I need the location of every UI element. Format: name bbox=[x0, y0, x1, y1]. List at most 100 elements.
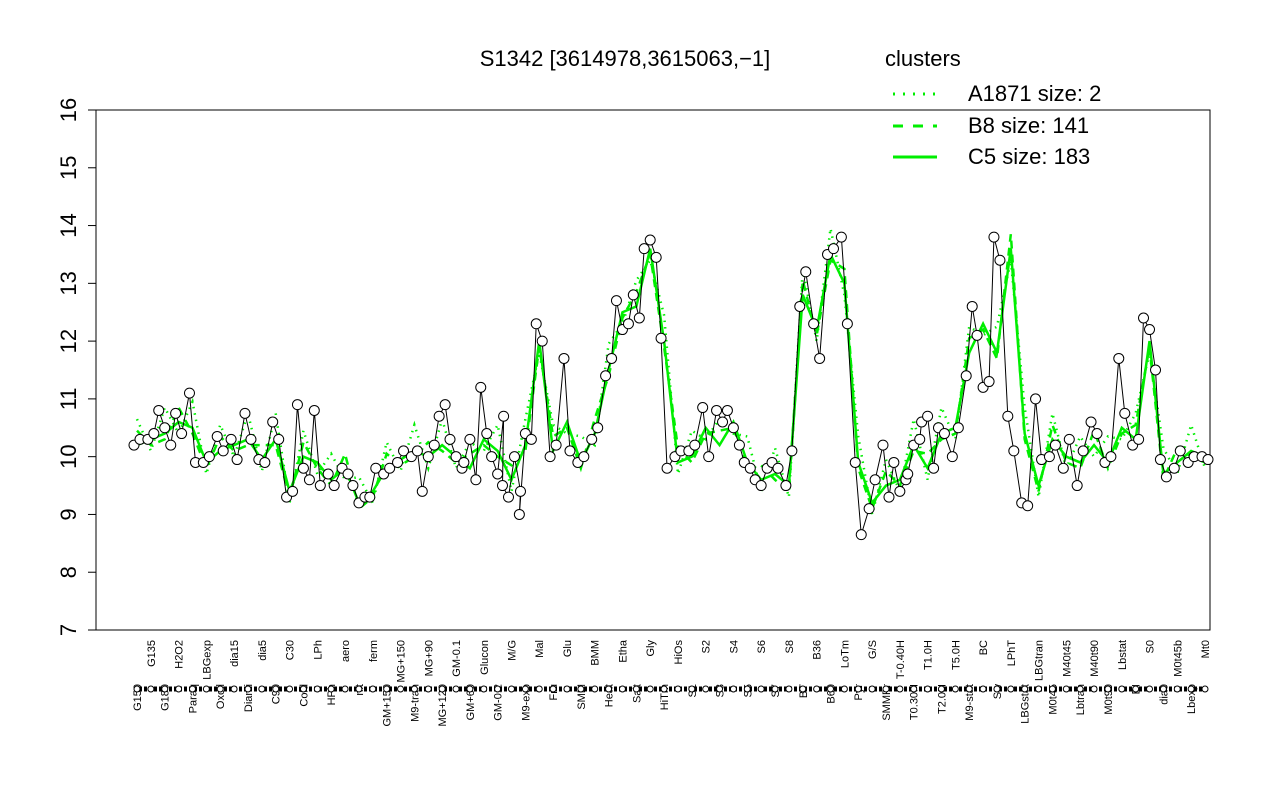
rug-marker bbox=[813, 685, 821, 693]
x-tick-label: S2 bbox=[701, 640, 713, 653]
x-tick-label: M/G bbox=[506, 640, 518, 661]
rug-marker bbox=[147, 685, 155, 693]
data-point bbox=[328, 480, 340, 492]
data-point bbox=[525, 433, 537, 445]
rug-marker bbox=[993, 685, 1001, 693]
rug-marker bbox=[618, 685, 626, 693]
rug-marker bbox=[1187, 685, 1195, 693]
data-point bbox=[231, 454, 243, 466]
rug-marker bbox=[1159, 685, 1167, 693]
data-point bbox=[849, 456, 861, 468]
data-point bbox=[606, 352, 618, 364]
data-point bbox=[217, 445, 229, 457]
data-point bbox=[513, 508, 525, 520]
data-point bbox=[835, 231, 847, 243]
legend-entry-b8: B8 size: 141 bbox=[968, 113, 1089, 138]
x-tick-label: LBGtran bbox=[1034, 640, 1046, 681]
legend: clusters A1871 size: 2 B8 size: 141 C5 s… bbox=[885, 46, 1101, 169]
rug-marker bbox=[716, 685, 724, 693]
data-point bbox=[1119, 407, 1131, 419]
data-point bbox=[1113, 352, 1125, 364]
data-point bbox=[364, 491, 376, 503]
x-tick-label: Glu bbox=[562, 640, 574, 657]
data-point bbox=[855, 529, 867, 541]
rug-marker bbox=[313, 685, 321, 693]
rug-marker bbox=[480, 685, 488, 693]
data-point bbox=[370, 462, 382, 474]
x-tick-label: LBGstat bbox=[1020, 684, 1032, 724]
x-tick-label: GM-0.2 bbox=[493, 684, 505, 721]
data-point bbox=[530, 318, 542, 330]
rug-marker bbox=[1173, 685, 1181, 693]
data-point bbox=[475, 381, 487, 393]
rug-marker bbox=[1076, 685, 1084, 693]
data-point bbox=[1085, 416, 1097, 428]
data-point bbox=[1174, 445, 1186, 457]
rug-marker bbox=[341, 685, 349, 693]
x-tick-label: H2O2 bbox=[174, 640, 186, 669]
data-point bbox=[273, 433, 285, 445]
data-point bbox=[988, 231, 1000, 243]
x-tick-label: Lbstat bbox=[1117, 640, 1129, 670]
data-point bbox=[689, 439, 701, 451]
rug-marker bbox=[729, 685, 737, 693]
rug-marker bbox=[1146, 685, 1154, 693]
rug-marker bbox=[507, 685, 515, 693]
data-point bbox=[780, 480, 792, 492]
data-point bbox=[721, 404, 733, 416]
cluster-lines bbox=[135, 228, 1207, 515]
rug-marker bbox=[494, 685, 502, 693]
rug-marker bbox=[272, 685, 280, 693]
data-point bbox=[291, 399, 303, 411]
rug-marker bbox=[924, 685, 932, 693]
rug-marker bbox=[452, 685, 460, 693]
data-point bbox=[148, 428, 160, 440]
x-tick-label: G/S bbox=[867, 640, 879, 659]
x-axis-rug bbox=[133, 685, 1209, 693]
x-tick-label: LBGexp bbox=[201, 640, 213, 680]
data-points bbox=[128, 231, 1214, 541]
rug-marker bbox=[702, 685, 710, 693]
data-point bbox=[1138, 312, 1150, 324]
rug-marker bbox=[827, 685, 835, 693]
data-point bbox=[922, 410, 934, 422]
legend-entry-c5: C5 size: 183 bbox=[968, 144, 1090, 169]
y-tick-label: 7 bbox=[56, 624, 81, 636]
data-point bbox=[772, 462, 784, 474]
data-point bbox=[492, 468, 504, 480]
data-point bbox=[1063, 433, 1075, 445]
data-point bbox=[444, 433, 456, 445]
data-point bbox=[558, 352, 570, 364]
data-point bbox=[744, 462, 756, 474]
data-point bbox=[428, 439, 440, 451]
rug-marker bbox=[1201, 685, 1209, 693]
legend-entry-a1871: A1871 size: 2 bbox=[968, 81, 1101, 106]
rug-marker bbox=[327, 685, 335, 693]
data-point bbox=[644, 234, 656, 246]
data-point bbox=[392, 456, 404, 468]
x-tick-label: Etha bbox=[617, 639, 629, 663]
y-tick-label: 15 bbox=[56, 156, 81, 180]
rug-marker bbox=[965, 685, 973, 693]
data-point bbox=[502, 491, 514, 503]
data-point bbox=[458, 456, 470, 468]
rug-marker bbox=[771, 685, 779, 693]
data-point bbox=[894, 485, 906, 497]
rug-marker bbox=[591, 685, 599, 693]
data-point bbox=[733, 439, 745, 451]
data-point bbox=[786, 445, 798, 457]
chart-title: S1342 [3614978,3615063,−1] bbox=[480, 46, 771, 71]
x-tick-label: S8 bbox=[784, 640, 796, 653]
x-tick-label: S6 bbox=[756, 640, 768, 653]
data-point bbox=[650, 251, 662, 263]
x-tick-label: T0.30H bbox=[909, 684, 921, 720]
rug-marker bbox=[854, 685, 862, 693]
rug-marker bbox=[937, 685, 945, 693]
data-point bbox=[578, 451, 590, 463]
data-point bbox=[1008, 445, 1020, 457]
x-tick-label: dia15 bbox=[229, 640, 241, 667]
data-point bbox=[586, 433, 598, 445]
rug-marker bbox=[466, 685, 474, 693]
data-point bbox=[496, 480, 508, 492]
rug-marker bbox=[161, 685, 169, 693]
